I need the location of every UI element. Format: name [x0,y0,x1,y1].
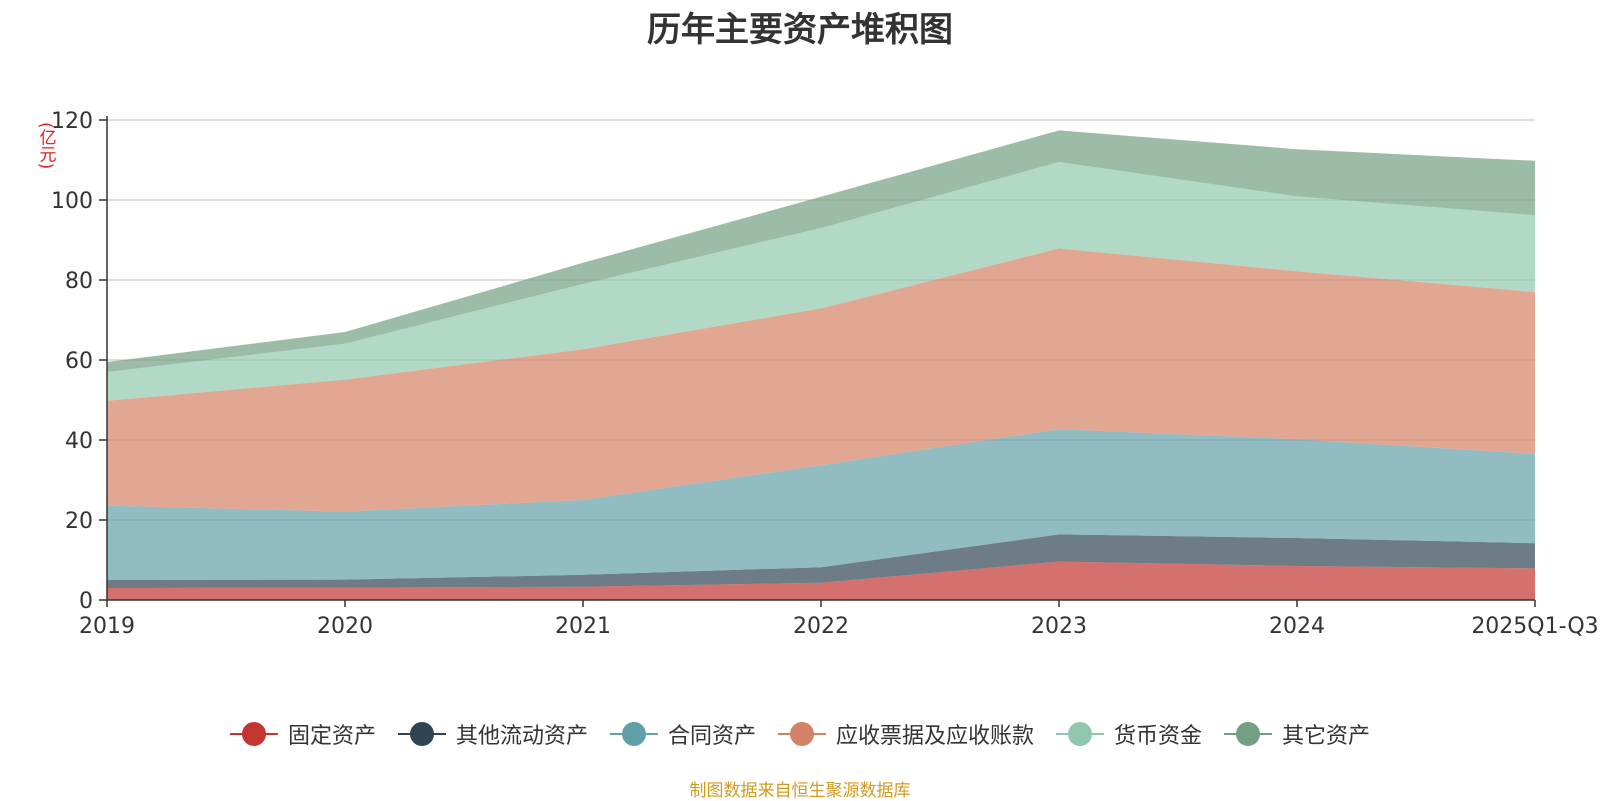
x-tick-label: 2025Q1-Q3 [1471,614,1598,639]
legend-label: 其他流动资产 [455,724,588,749]
y-tick-label: 40 [65,429,93,454]
legend-item-1[interactable]: 固定资产 [229,718,376,750]
y-tick-label: 0 [79,589,93,614]
legend-item-5[interactable]: 货币资金 [1056,718,1202,750]
legend-marker-icon [1056,722,1105,746]
chart-title: 历年主要资产堆积图 [647,10,953,50]
area-series-3[interactable] [107,429,1535,580]
legend-marker-icon [609,722,658,746]
legend-marker-icon [778,722,826,746]
y-tick-label: 100 [51,189,93,214]
legend-item-4[interactable]: 应收票据及应收账款 [778,718,1034,750]
axes: 0 20 40 60 80 100 120 2019 2020 2021 2022 2023 2024 2… [51,109,1599,639]
legend-label: 固定资产 [287,724,376,749]
legend: 固定资产 其他流动资产 合同资产 应收票据及应收账款 货币资金 其它资产 [0,716,1600,752]
area-series-5[interactable] [107,162,1535,401]
y-tick-label: 120 [51,109,93,134]
area-series-2[interactable] [107,534,1535,588]
area-series-6[interactable] [107,130,1535,372]
x-tick-label: 2021 [555,614,611,639]
legend-marker-icon [397,722,446,746]
area-series-4[interactable] [107,248,1535,512]
x-tick-label: 2020 [317,614,373,639]
source-note: 制图数据来自恒生聚源数据库 [689,781,911,801]
x-tick-label: 2019 [79,614,135,639]
legend-label: 货币资金 [1114,724,1203,749]
legend-label: 应收票据及应收账款 [836,724,1035,749]
x-tick-label: 2024 [1269,614,1325,639]
y-tick-label: 80 [65,269,93,294]
y-axis-unit-label: (亿元) [35,122,56,170]
legend-item-6[interactable]: 其它资产 [1224,718,1370,750]
legend-marker-icon [1224,722,1273,746]
x-tick-label: 2023 [1031,614,1087,639]
x-tick-label: 2022 [793,614,849,639]
legend-item-3[interactable]: 合同资产 [609,718,756,750]
legend-label: 其它资产 [1282,724,1371,749]
y-tick-label: 60 [65,349,93,374]
legend-item-2[interactable]: 其他流动资产 [397,718,588,750]
y-tick-label: 20 [65,509,93,534]
stacked-areas [107,130,1535,600]
legend-marker-icon [229,722,278,746]
legend-label: 合同资产 [667,724,756,749]
area-series-1[interactable] [107,561,1535,600]
